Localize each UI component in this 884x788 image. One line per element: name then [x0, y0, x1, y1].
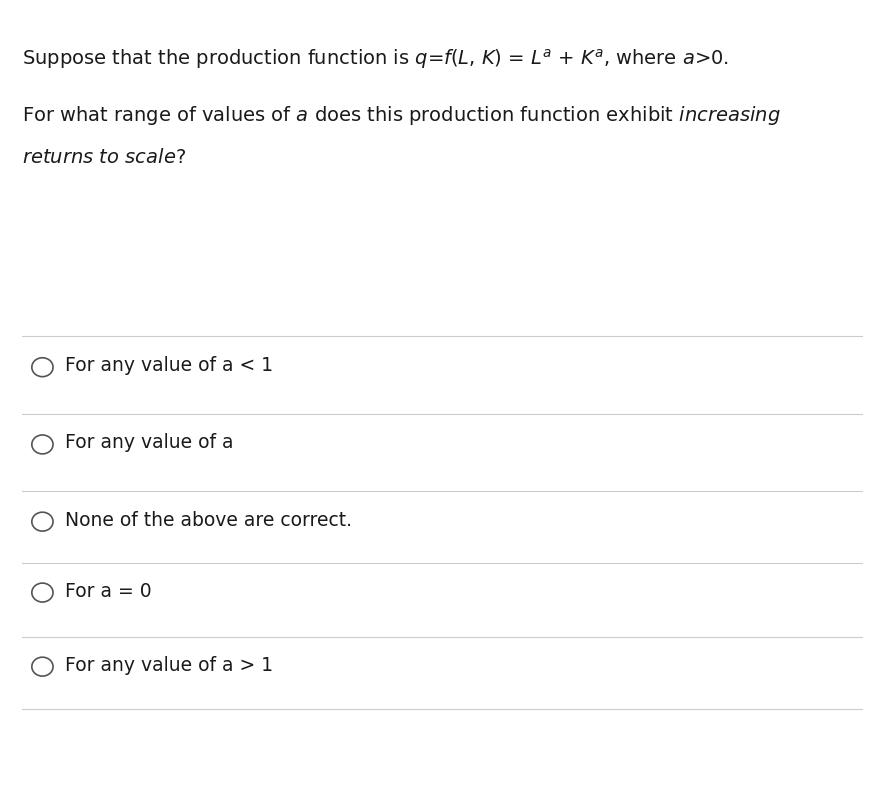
Text: $\mathit{returns\ to\ scale}$?: $\mathit{returns\ to\ scale}$? [22, 148, 187, 167]
Text: For what range of values of $\mathit{a}$ does this production function exhibit $: For what range of values of $\mathit{a}$… [22, 104, 781, 127]
Text: Suppose that the production function is $q$=$f$($L$, $K$) = $L^a$ + $K^a$, where: Suppose that the production function is … [22, 47, 729, 71]
Text: For a = 0: For a = 0 [65, 582, 151, 600]
Text: For any value of a > 1: For any value of a > 1 [65, 656, 272, 675]
Text: None of the above are correct.: None of the above are correct. [65, 511, 352, 530]
Text: For any value of a: For any value of a [65, 433, 233, 452]
Text: For any value of a < 1: For any value of a < 1 [65, 356, 272, 375]
